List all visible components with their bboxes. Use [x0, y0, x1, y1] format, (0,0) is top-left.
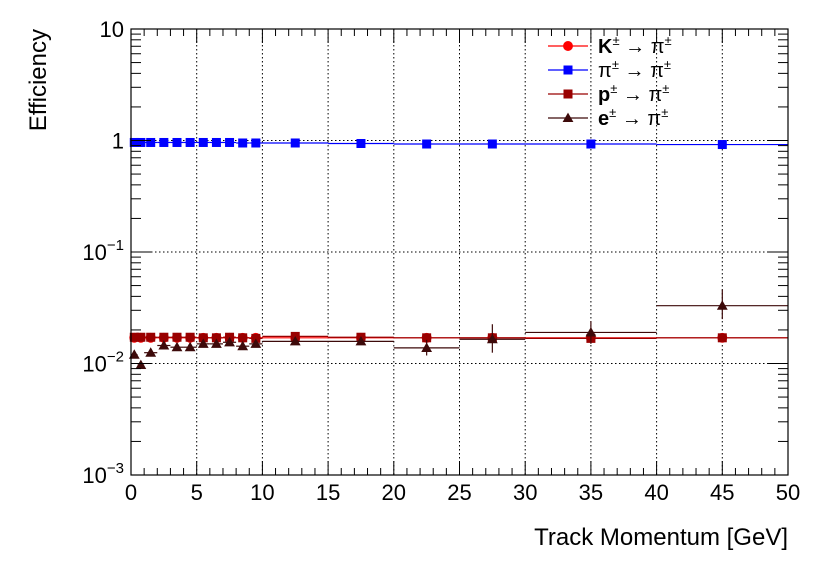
- data-point: [211, 333, 221, 343]
- x-axis-label: Track Momentum [GeV]: [534, 524, 788, 551]
- data-point: [136, 137, 146, 147]
- data-point: [172, 332, 182, 342]
- legend-marker: [563, 65, 573, 75]
- legend-entry-p: p± → π±: [548, 81, 669, 106]
- data-point: [251, 333, 261, 343]
- series-e: [128, 289, 788, 370]
- y-tick-label: 1: [112, 129, 124, 154]
- y-tick-label: 10−1: [82, 237, 124, 265]
- data-point: [171, 341, 183, 352]
- data-point: [129, 332, 139, 342]
- data-point: [158, 340, 170, 350]
- data-point: [355, 335, 367, 346]
- x-tick-label: 50: [776, 480, 800, 505]
- data-point: [422, 333, 432, 343]
- data-point: [211, 137, 221, 147]
- data-point: [211, 338, 222, 348]
- data-point: [184, 341, 196, 352]
- legend-marker: [563, 41, 573, 51]
- data-point: [146, 332, 156, 342]
- data-point: [225, 137, 235, 147]
- data-point: [135, 359, 147, 370]
- data-point: [289, 335, 301, 346]
- legend: K± → π±π± → π±p± → π±e± → π±: [548, 33, 672, 130]
- y-axis-label: Efficiency: [25, 29, 52, 131]
- data-point: [586, 139, 596, 149]
- data-point: [487, 139, 497, 149]
- legend-entry-K: K± → π±: [548, 33, 672, 58]
- x-tick-label: 5: [191, 480, 203, 505]
- x-tick-label: 10: [250, 480, 274, 505]
- legend-label: p± → π±: [598, 81, 669, 106]
- data-point: [136, 332, 146, 342]
- legend-marker: [562, 112, 574, 123]
- data-point: [238, 333, 248, 343]
- series-π: [129, 137, 788, 150]
- legend-entry-e: e± → π±: [548, 105, 668, 130]
- x-tick-label: 35: [579, 480, 603, 505]
- data-point: [585, 327, 597, 337]
- y-tick-label: 10−2: [82, 349, 124, 377]
- data-point: [159, 137, 169, 147]
- legend-label: K± → π±: [598, 33, 672, 58]
- x-tick-label: 20: [382, 480, 406, 505]
- axis-ticks: [130, 28, 789, 476]
- data-point: [198, 333, 208, 343]
- y-tick-labels: 10−3 10−2 10−1 1 10: [82, 17, 124, 488]
- y-tick-label: 10: [100, 17, 124, 42]
- data-point: [250, 338, 262, 348]
- data-point: [185, 137, 195, 147]
- data-point: [717, 140, 727, 150]
- legend-label: e± → π±: [598, 105, 668, 130]
- x-tick-label: 30: [513, 480, 537, 505]
- data-point: [356, 138, 366, 148]
- x-tick-label: 40: [644, 480, 668, 505]
- data-point: [486, 333, 498, 344]
- data-point: [145, 347, 157, 357]
- data-point: [224, 336, 235, 347]
- data-point: [238, 138, 248, 148]
- data-point: [716, 300, 728, 310]
- x-tick-label: 0: [125, 480, 137, 505]
- series-layer: [128, 137, 788, 370]
- data-point: [717, 333, 727, 343]
- data-point: [198, 137, 208, 147]
- x-tick-labels: 0 5 10 15 20 25 30 35 40 45 50: [125, 480, 800, 505]
- legend-label: π± → π±: [598, 57, 671, 82]
- data-point: [421, 342, 433, 352]
- legend-entry-π: π± → π±: [548, 57, 671, 82]
- x-tick-label: 25: [447, 480, 471, 505]
- y-tick-label: 10−3: [82, 460, 124, 488]
- data-point: [172, 137, 182, 147]
- data-point: [197, 338, 209, 348]
- data-point: [146, 137, 156, 147]
- x-tick-label: 45: [710, 480, 734, 505]
- data-point: [159, 332, 169, 342]
- data-point: [290, 138, 300, 148]
- data-point: [251, 138, 261, 148]
- x-tick-label: 15: [316, 480, 340, 505]
- data-point: [237, 340, 249, 351]
- data-point: [422, 139, 432, 149]
- data-point: [129, 137, 139, 147]
- data-point: [185, 332, 195, 342]
- legend-marker: [563, 89, 573, 99]
